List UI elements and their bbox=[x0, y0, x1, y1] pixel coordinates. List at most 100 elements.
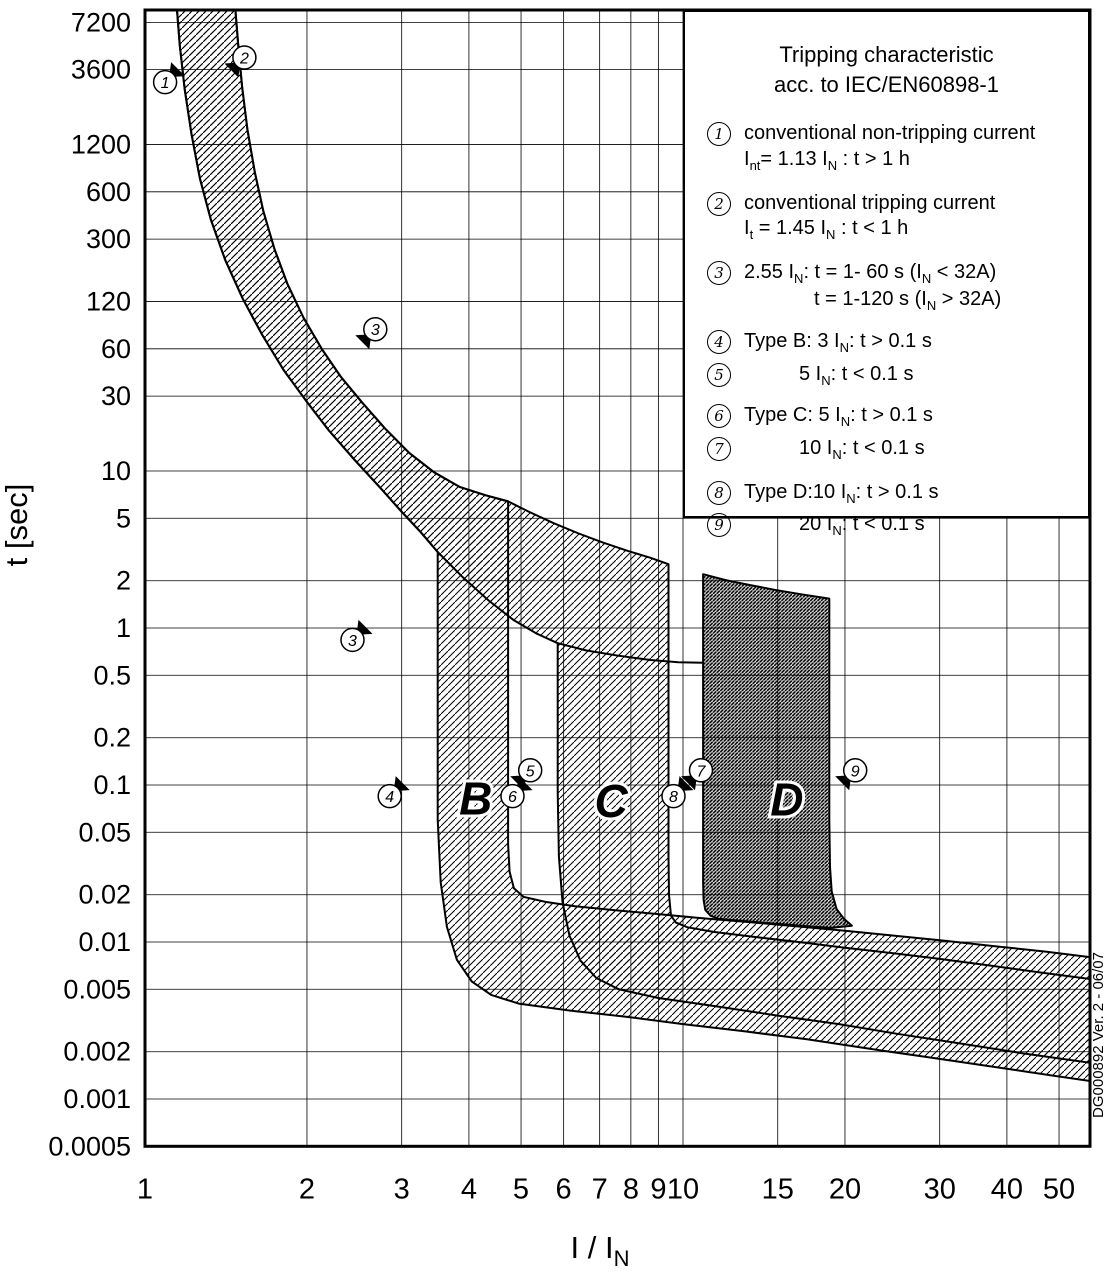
legend-title-line2: acc. to IEC/EN60898-1 bbox=[773, 71, 999, 97]
legend-item-text: Type C: 5 IN: t > 0.1 s bbox=[744, 403, 1078, 431]
y-tick-label: 0.005 bbox=[63, 974, 131, 1004]
marker-number: 1 bbox=[161, 75, 170, 92]
legend-item-3: 3 2.55 IN: t = 1- 60 s (IN < 32A) t = 1-12… bbox=[707, 260, 1078, 315]
chart-marker-9-9: 9 bbox=[835, 758, 868, 791]
y-tick-label: 0.2 bbox=[93, 723, 131, 753]
y-tick-label: 0.0005 bbox=[48, 1131, 131, 1161]
legend-item-number: 4 bbox=[707, 330, 731, 355]
x-tick-label: 6 bbox=[556, 1173, 572, 1205]
marker-circle bbox=[152, 69, 178, 95]
y-tick-label: 1200 bbox=[71, 130, 131, 160]
marker-circle bbox=[377, 783, 402, 809]
marker-number: 3 bbox=[348, 633, 357, 650]
marker-circle bbox=[500, 783, 525, 809]
marker-circle bbox=[688, 758, 714, 783]
x-axis-title: I / IN bbox=[571, 1230, 630, 1271]
marker-number: 3 bbox=[371, 322, 380, 339]
x-tick-label: 8 bbox=[623, 1173, 639, 1205]
x-tick-label: 9 bbox=[650, 1173, 666, 1205]
legend-item-7: 7 10 IN: t < 0.1 s bbox=[707, 436, 1078, 464]
legend-item-number: 6 bbox=[707, 404, 731, 429]
legend-item-line: t = 1-120 s (IN > 32A) bbox=[814, 288, 1002, 314]
legend-title: Tripping characteristic acc. to IEC/EN60… bbox=[691, 40, 1082, 99]
legend-item-list: 1 conventional non-tripping current Int= 1… bbox=[685, 121, 1088, 539]
y-tick-label: 0.01 bbox=[78, 927, 131, 957]
tripping-bands bbox=[175, 10, 1090, 1083]
legend-item-line: 10 IN: t < 0.1 s bbox=[799, 436, 925, 462]
marker-circle bbox=[232, 45, 257, 70]
chart-marker-8-8: 8 bbox=[661, 776, 694, 809]
legend-item-number: 8 bbox=[707, 480, 731, 505]
legend-item-number: 2 bbox=[707, 191, 731, 216]
band-letter-D: D bbox=[770, 773, 803, 825]
chart-marker-3-2: 3 bbox=[355, 316, 388, 350]
x-tick-label: 20 bbox=[829, 1173, 861, 1205]
legend-item-4: 4 Type B: 3 IN: t > 0.1 s bbox=[707, 329, 1078, 357]
y-tick-label: 7200 bbox=[71, 7, 131, 37]
legend-item-number: 5 bbox=[707, 362, 731, 387]
x-tick-label: 30 bbox=[924, 1173, 956, 1205]
y-tick-label: 300 bbox=[86, 224, 131, 254]
y-tick-label: 0.002 bbox=[63, 1037, 131, 1067]
x-tick-label: 15 bbox=[762, 1173, 794, 1205]
marker-number: 6 bbox=[508, 789, 517, 806]
marker-number: 9 bbox=[851, 763, 860, 780]
marker-number: 8 bbox=[669, 789, 678, 806]
y-tick-label: 10 bbox=[101, 456, 131, 486]
x-tick-label: 50 bbox=[1043, 1173, 1075, 1205]
marker-circle bbox=[363, 316, 388, 342]
legend-item-line: Type C: 5 IN: t > 0.1 s bbox=[744, 404, 933, 430]
legend-item-number: 9 bbox=[707, 513, 731, 538]
y-tick-label: 120 bbox=[86, 287, 131, 317]
legend-item-line: It = 1.45 IN : t < 1 h bbox=[744, 217, 909, 243]
legend-item-text: Type D:10 IN: t > 0.1 s bbox=[744, 480, 1078, 508]
y-tick-label: 3600 bbox=[71, 55, 131, 85]
marker-circle bbox=[661, 783, 686, 809]
y-tick-label: 0.5 bbox=[93, 660, 131, 690]
y-axis-title: t [sec] bbox=[0, 484, 34, 567]
chart-marker-2-1: 2 bbox=[224, 45, 257, 78]
legend-item-line: conventional tripping current bbox=[744, 191, 996, 214]
marker-circle bbox=[517, 758, 543, 783]
legend-item-text: conventional non-tripping current Int= 1.… bbox=[744, 121, 1078, 174]
legend-item-5: 5 5 IN: t < 0.1 s bbox=[707, 362, 1078, 390]
chart-marker-3-3: 3 bbox=[340, 619, 373, 653]
legend-item-text: conventional tripping current It = 1.45 I… bbox=[744, 191, 1078, 244]
y-tick-label: 2 bbox=[116, 566, 131, 596]
legend-item-8: 8 Type D:10 IN: t > 0.1 s bbox=[707, 480, 1078, 508]
x-tick-label: 7 bbox=[592, 1173, 608, 1205]
legend-item-text: 2.55 IN: t = 1- 60 s (IN < 32A) t = 1-120… bbox=[744, 260, 1078, 315]
legend-item-line: Type B: 3 IN: t > 0.1 s bbox=[744, 330, 932, 356]
x-tick-label: 40 bbox=[991, 1173, 1023, 1205]
y-tick-label: 1 bbox=[116, 613, 131, 643]
legend-item-line: Int= 1.13 IN : t > 1 h bbox=[744, 147, 910, 173]
band-letter-B: B bbox=[459, 773, 492, 825]
legend-item-text: Type B: 3 IN: t > 0.1 s bbox=[744, 329, 1078, 357]
x-tick-label: 1 bbox=[137, 1173, 153, 1205]
y-tick-label: 0.1 bbox=[93, 770, 131, 800]
legend-item-text: 10 IN: t < 0.1 s bbox=[744, 436, 1078, 464]
marker-number: 4 bbox=[385, 789, 394, 806]
y-tick-label: 0.02 bbox=[78, 880, 131, 910]
legend-item-number: 7 bbox=[707, 436, 731, 461]
x-tick-label: 2 bbox=[299, 1173, 315, 1205]
y-tick-label: 60 bbox=[101, 334, 131, 364]
legend-item-6: 6 Type C: 5 IN: t > 0.1 s bbox=[707, 403, 1078, 431]
legend-box: Tripping characteristic acc. to IEC/EN60… bbox=[683, 10, 1090, 538]
y-tick-label: 5 bbox=[116, 503, 131, 533]
x-tick-label: 3 bbox=[394, 1173, 410, 1205]
y-tick-label: 0.05 bbox=[78, 817, 131, 847]
y-tick-label: 30 bbox=[101, 381, 131, 411]
chart-marker-1-0: 1 bbox=[152, 62, 186, 95]
legend-item-number: 3 bbox=[707, 260, 731, 285]
legend-item-1: 1 conventional non-tripping current Int= 1… bbox=[707, 121, 1078, 174]
marker-number: 7 bbox=[697, 763, 707, 780]
legend-item-line: conventional non-tripping current bbox=[744, 122, 1036, 145]
legend-item-line: 5 IN: t < 0.1 s bbox=[799, 362, 914, 388]
plot-border bbox=[143, 8, 1092, 1148]
x-tick-label: 10 bbox=[667, 1173, 699, 1205]
legend-item-line: 2.55 IN: t = 1- 60 s (IN < 32A) bbox=[744, 260, 997, 286]
document-code-watermark: DG000892 Ver. 2 - 06/07 bbox=[1090, 952, 1107, 1118]
chart-marker-4-4: 4 bbox=[377, 776, 410, 809]
